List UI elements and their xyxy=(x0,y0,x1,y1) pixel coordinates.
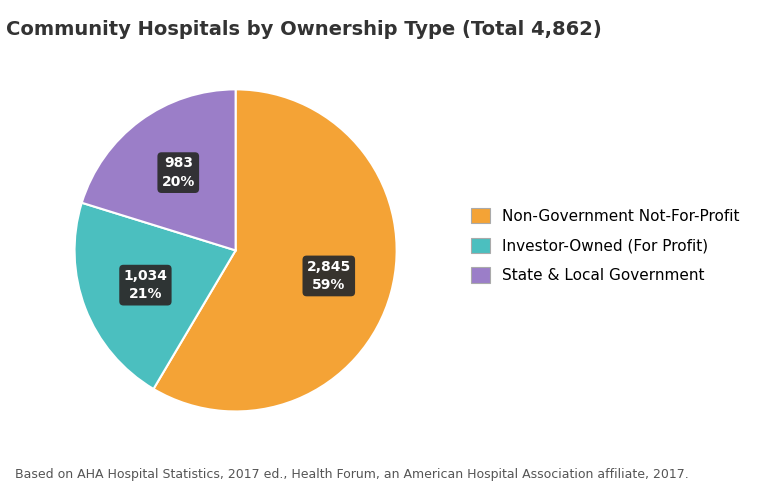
Text: 1,034
21%: 1,034 21% xyxy=(123,269,167,301)
Legend: Non-Government Not-For-Profit, Investor-Owned (For Profit), State & Local Govern: Non-Government Not-For-Profit, Investor-… xyxy=(464,200,747,291)
Text: 983
20%: 983 20% xyxy=(162,157,195,189)
Text: Based on AHA Hospital Statistics, 2017 ed., Health Forum, an American Hospital A: Based on AHA Hospital Statistics, 2017 e… xyxy=(15,468,689,481)
Text: 2,845
59%: 2,845 59% xyxy=(307,260,351,292)
Wedge shape xyxy=(74,203,236,389)
Text: Community Hospitals by Ownership Type (Total 4,862): Community Hospitals by Ownership Type (T… xyxy=(6,20,602,39)
Wedge shape xyxy=(154,89,397,411)
Wedge shape xyxy=(82,89,236,250)
